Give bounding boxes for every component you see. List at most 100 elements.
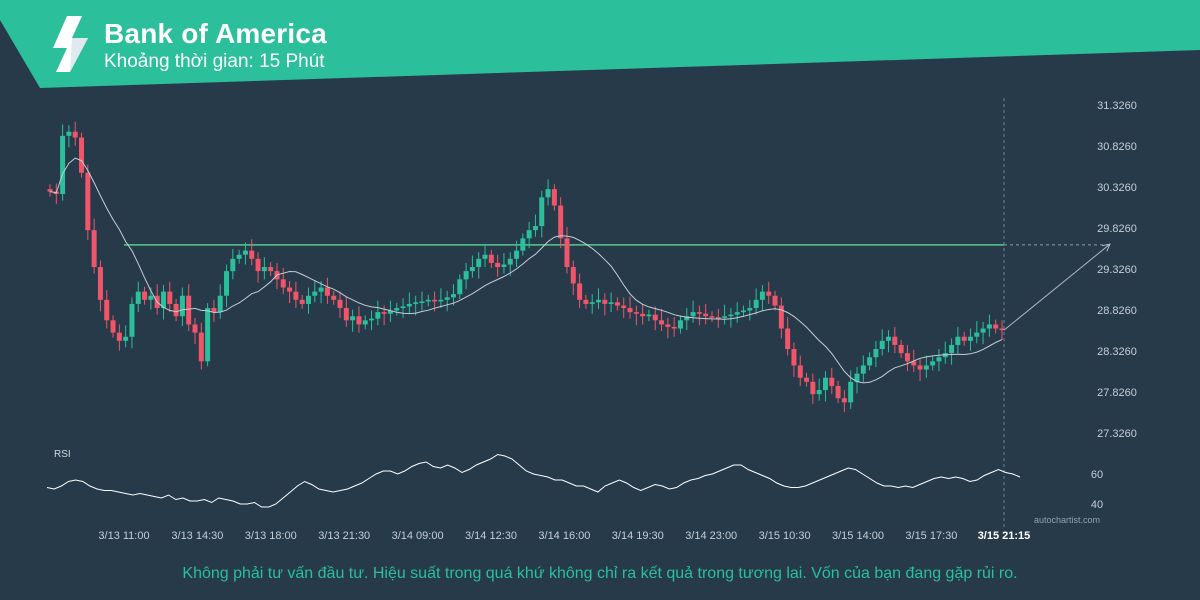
candle-up [205,308,211,362]
rsi-tick-label: 40 [1091,499,1103,511]
y-tick-label: 30.8260 [1097,141,1137,153]
candle-up [873,349,879,358]
candle-up [501,264,507,268]
x-tick-label: 3/14 19:30 [612,530,664,542]
candle-up [539,197,545,227]
candle-down [564,238,570,268]
candle-up [375,312,381,319]
candle-down [331,295,337,300]
candle-up [230,258,236,272]
candle-up [217,295,223,313]
candle-down [337,299,343,309]
candle-down [324,287,330,296]
candle-down [999,328,1005,331]
candle-up [684,316,690,321]
candle-down [810,381,816,395]
candle-down [665,324,671,327]
candle-down [211,308,217,313]
candle-up [608,302,614,304]
candle-down [583,299,589,304]
candle-up [362,320,368,325]
x-tick-label: 3/15 14:00 [832,530,884,542]
candle-down [192,324,198,333]
candle-down [911,361,917,366]
candle-up [741,310,747,313]
candle-up [747,308,753,311]
candle-down [778,305,784,329]
candle-up [646,314,652,317]
candle-down [249,250,255,259]
candle-up [690,312,696,317]
candle-down [614,302,620,306]
candle-up [242,250,248,255]
candle-down [766,291,772,296]
candle-down [116,332,122,341]
candle-down [142,291,148,300]
forecast-arrow [1003,243,1111,331]
x-tick-label: 3/14 09:00 [392,530,444,542]
candle-up [129,303,135,337]
candle-down [186,295,192,325]
candle-down [993,324,999,329]
candle-down [198,332,204,362]
y-tick-label: 29.8260 [1097,223,1137,235]
candle-up [955,336,961,345]
candle-up [463,271,469,280]
candle-down [356,316,362,325]
x-tick-label: 3/14 12:30 [465,530,517,542]
candle-up [350,316,356,321]
candle-down [551,189,557,206]
candle-up [860,365,866,374]
x-tick-label: 3/13 21:30 [318,530,370,542]
candle-down [785,328,791,350]
candle-up [413,302,419,304]
timeframe-subtitle: Khoảng thời gian: 15 Phút [104,51,325,72]
candle-up [419,301,425,303]
candle-up [753,299,759,309]
candle-down [72,131,78,138]
x-tick-label: 3/15 10:30 [759,530,811,542]
candle-up [457,279,463,295]
candle-up [482,254,488,259]
rsi-label: RSI [54,449,71,460]
candle-down [715,317,721,319]
candle-up [400,306,406,309]
candle-up [394,308,400,311]
page-title: Bank of America [104,18,327,49]
candle-up [135,291,141,304]
candle-down [671,326,677,329]
y-tick-label: 27.3260 [1097,428,1137,440]
candle-down [432,299,438,302]
candle-up [507,258,513,265]
candle-down [85,172,91,231]
candle-down [343,308,349,321]
candle-down [91,230,97,268]
candle-up [532,226,538,231]
candle-down [299,299,305,304]
candle-down [110,320,116,333]
candle-up [369,318,375,321]
candle-up [728,314,734,317]
candle-up [886,336,892,341]
x-tick-label: 3/15 17:30 [905,530,957,542]
candle-down [381,312,387,314]
candle-up [520,238,526,251]
candle-up [236,254,242,259]
candle-up [974,332,980,337]
candle-up [759,291,765,300]
candle-up [66,131,72,136]
candle-down [703,313,709,317]
autochartist-logo-icon [53,16,88,72]
candle-up [867,357,873,366]
rsi-panel: 60 40 [46,453,1103,511]
candle-up [986,324,992,329]
rsi-line [46,453,1021,508]
candle-up [160,291,166,309]
rsi-tick-label: 60 [1091,469,1103,481]
candle-down [47,189,53,192]
candle-down [829,377,835,386]
y-axis: 31.3260 30.8260 30.3260 29.8260 29.3260 28.82… [1097,100,1137,440]
candle-up [854,373,860,382]
candle-up [387,310,393,314]
